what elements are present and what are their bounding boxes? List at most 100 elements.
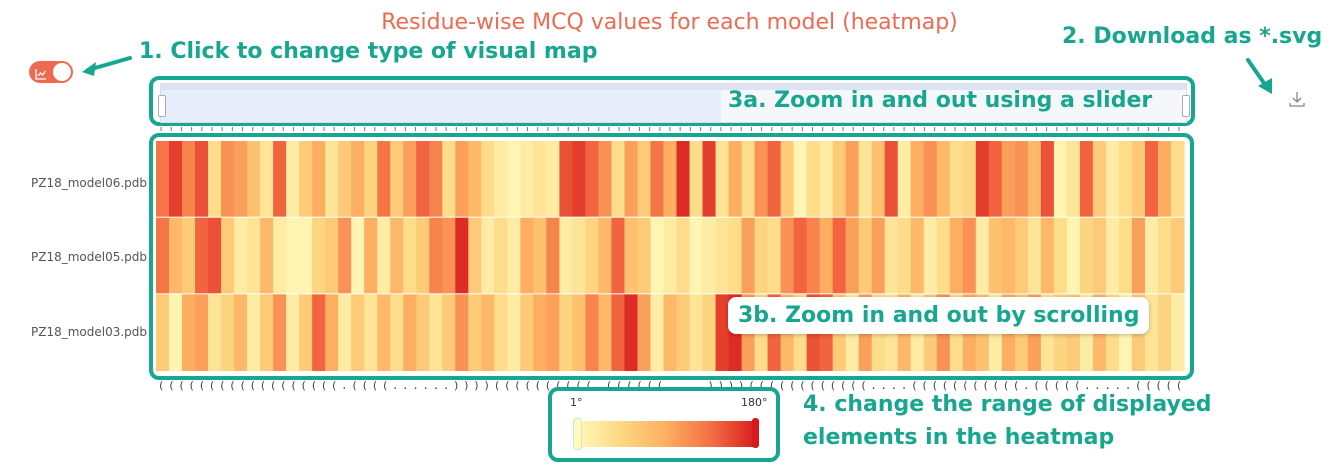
heatmap-cell[interactable] bbox=[260, 294, 274, 371]
heatmap-cell[interactable] bbox=[598, 217, 613, 294]
heatmap-cell[interactable] bbox=[1105, 217, 1120, 294]
heatmap-cell[interactable] bbox=[533, 217, 547, 294]
heatmap-cell[interactable] bbox=[923, 217, 938, 294]
heatmap-cell[interactable] bbox=[468, 294, 482, 371]
heatmap-cell[interactable] bbox=[338, 141, 352, 217]
heatmap-cell[interactable] bbox=[273, 217, 287, 294]
heatmap-cell[interactable] bbox=[195, 141, 209, 217]
heatmap-cell[interactable] bbox=[286, 141, 300, 217]
heatmap-cell[interactable] bbox=[247, 141, 261, 217]
heatmap-cell[interactable] bbox=[689, 141, 704, 217]
heatmap-cell[interactable] bbox=[533, 294, 547, 371]
heatmap-cell[interactable] bbox=[962, 217, 977, 294]
heatmap-cell[interactable] bbox=[442, 217, 456, 294]
heatmap-cell[interactable] bbox=[299, 141, 313, 217]
heatmap-cell[interactable] bbox=[715, 141, 730, 217]
heatmap-cell[interactable] bbox=[819, 141, 834, 217]
heatmap-cell[interactable] bbox=[845, 217, 860, 294]
heatmap-cell[interactable] bbox=[715, 294, 730, 371]
heatmap-cell[interactable] bbox=[429, 294, 443, 371]
heatmap-cell[interactable] bbox=[468, 141, 482, 217]
heatmap-cell[interactable] bbox=[975, 217, 990, 294]
heatmap-cell[interactable] bbox=[507, 294, 521, 371]
heatmap-cell[interactable] bbox=[182, 217, 196, 294]
heatmap-cell[interactable] bbox=[182, 294, 196, 371]
heatmap-cell[interactable] bbox=[585, 141, 600, 217]
heatmap-cell[interactable] bbox=[364, 141, 378, 217]
heatmap-cell[interactable] bbox=[910, 217, 925, 294]
heatmap-cell[interactable] bbox=[598, 294, 613, 371]
heatmap-cell[interactable] bbox=[702, 141, 717, 217]
heatmap-cell[interactable] bbox=[832, 141, 847, 217]
heatmap-cell[interactable] bbox=[949, 141, 964, 217]
heatmap-cell[interactable] bbox=[390, 294, 404, 371]
heatmap-cell[interactable] bbox=[546, 294, 560, 371]
heatmap-cell[interactable] bbox=[923, 141, 938, 217]
heatmap-cell[interactable] bbox=[1053, 141, 1068, 217]
zoom-slider-right-handle[interactable] bbox=[1182, 95, 1190, 117]
visual-map-min-handle[interactable] bbox=[573, 418, 582, 450]
heatmap-cell[interactable] bbox=[598, 141, 613, 217]
heatmap-cell[interactable] bbox=[221, 294, 235, 371]
heatmap-cell[interactable] bbox=[494, 294, 508, 371]
heatmap-cell[interactable] bbox=[559, 141, 573, 217]
heatmap-cell[interactable] bbox=[975, 141, 990, 217]
heatmap-cell[interactable] bbox=[156, 217, 170, 294]
heatmap-cell[interactable] bbox=[455, 217, 469, 294]
heatmap-cell[interactable] bbox=[858, 217, 873, 294]
heatmap-cell[interactable] bbox=[156, 141, 170, 217]
heatmap-cell[interactable] bbox=[325, 217, 339, 294]
heatmap-cell[interactable] bbox=[390, 217, 404, 294]
heatmap-cell[interactable] bbox=[481, 141, 495, 217]
heatmap-cell[interactable] bbox=[715, 217, 730, 294]
heatmap-cell[interactable] bbox=[1118, 141, 1133, 217]
heatmap-cell[interactable] bbox=[572, 141, 587, 217]
heatmap-cell[interactable] bbox=[663, 294, 678, 371]
heatmap-cell[interactable] bbox=[234, 294, 248, 371]
heatmap-cell[interactable] bbox=[312, 141, 326, 217]
heatmap-cell[interactable] bbox=[689, 217, 704, 294]
heatmap-cell[interactable] bbox=[1157, 294, 1172, 371]
heatmap-cell[interactable] bbox=[741, 217, 756, 294]
heatmap-cell[interactable] bbox=[637, 294, 652, 371]
heatmap-cell[interactable] bbox=[1157, 141, 1172, 217]
heatmap-cell[interactable] bbox=[585, 294, 600, 371]
heatmap-cell[interactable] bbox=[793, 141, 808, 217]
heatmap-cell[interactable] bbox=[949, 217, 964, 294]
heatmap-cell[interactable] bbox=[208, 141, 222, 217]
heatmap-cell[interactable] bbox=[273, 294, 287, 371]
heatmap-cell[interactable] bbox=[988, 217, 1003, 294]
heatmap-cell[interactable] bbox=[1079, 141, 1094, 217]
heatmap-cell[interactable] bbox=[1144, 217, 1159, 294]
heatmap-cell[interactable] bbox=[702, 217, 717, 294]
heatmap-cell[interactable] bbox=[403, 217, 417, 294]
heatmap-cell[interactable] bbox=[611, 141, 626, 217]
heatmap-cell[interactable] bbox=[936, 217, 951, 294]
heatmap-cell[interactable] bbox=[676, 141, 691, 217]
heatmap-cell[interactable] bbox=[910, 141, 925, 217]
heatmap-cell[interactable] bbox=[897, 141, 912, 217]
heatmap-cell[interactable] bbox=[520, 294, 534, 371]
heatmap-cell[interactable] bbox=[1131, 217, 1146, 294]
heatmap-cell[interactable] bbox=[780, 217, 795, 294]
heatmap-cell[interactable] bbox=[273, 141, 287, 217]
heatmap-cell[interactable] bbox=[611, 294, 626, 371]
heatmap-cell[interactable] bbox=[429, 217, 443, 294]
heatmap-cell[interactable] bbox=[767, 217, 782, 294]
heatmap-cell[interactable] bbox=[1066, 141, 1081, 217]
heatmap-cell[interactable] bbox=[546, 141, 560, 217]
heatmap-cell[interactable] bbox=[507, 217, 521, 294]
heatmap-cell[interactable] bbox=[1053, 217, 1068, 294]
heatmap-cell[interactable] bbox=[585, 217, 600, 294]
visual-map-gradient[interactable] bbox=[575, 421, 758, 447]
zoom-slider[interactable] bbox=[158, 83, 1190, 123]
heatmap-cell[interactable] bbox=[650, 217, 665, 294]
heatmap-cell[interactable] bbox=[377, 294, 391, 371]
heatmap-cell[interactable] bbox=[689, 294, 704, 371]
heatmap-cell[interactable] bbox=[169, 217, 183, 294]
heatmap-cell[interactable] bbox=[1131, 141, 1146, 217]
heatmap-cell[interactable] bbox=[195, 294, 209, 371]
heatmap-cell[interactable] bbox=[195, 217, 209, 294]
heatmap-cell[interactable] bbox=[1092, 217, 1107, 294]
heatmap-cell[interactable] bbox=[507, 141, 521, 217]
